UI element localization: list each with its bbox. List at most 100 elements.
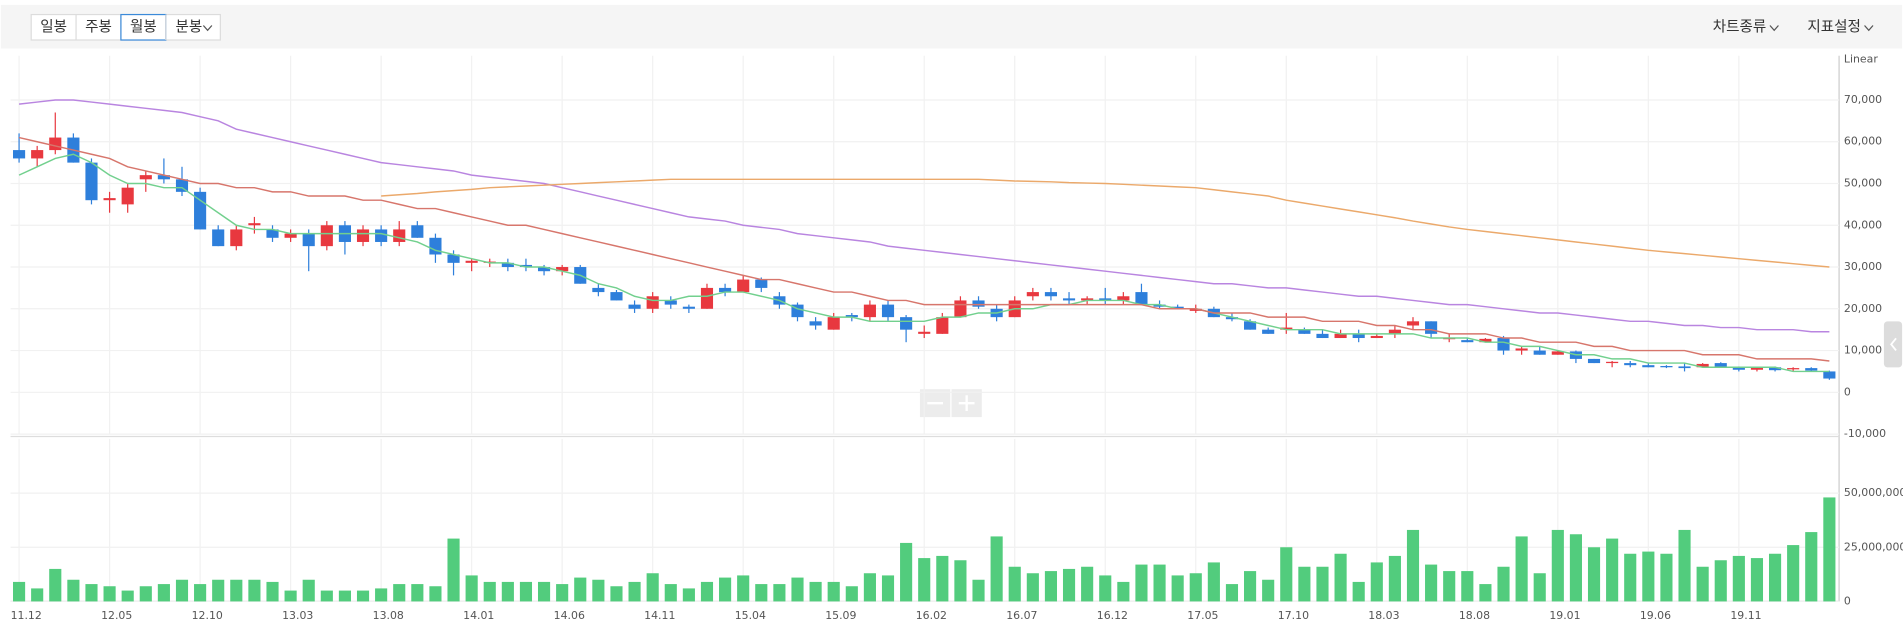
chevron-left: [1890, 337, 1897, 351]
volume-bar: [1352, 581, 1365, 602]
volume-bar: [1280, 547, 1293, 602]
candle-body: [827, 317, 840, 330]
candle-body: [737, 279, 750, 293]
candle-body: [719, 287, 732, 293]
candle-body: [1787, 368, 1800, 370]
volume-bar: [990, 536, 1003, 602]
chevron-down: [1769, 25, 1779, 32]
volume-bar: [447, 538, 460, 602]
volume-bar: [1425, 564, 1438, 602]
candle-body: [1823, 371, 1836, 379]
y-tick-label: -10,000: [1844, 427, 1886, 440]
toolbar-menu[interactable]: 차트종류: [1713, 18, 1767, 35]
volume-bar: [1732, 555, 1745, 602]
candle-body: [1316, 333, 1329, 339]
x-tick-label: 17.10: [1278, 609, 1309, 622]
candle-body: [1153, 304, 1166, 307]
y-tick-label: 10,000: [1844, 344, 1882, 357]
scale-label: Linear: [1844, 52, 1878, 65]
candle-body: [900, 317, 913, 330]
candle-body: [592, 287, 605, 293]
candle-body: [954, 300, 967, 318]
candle-body: [447, 254, 460, 263]
volume-bar: [1461, 571, 1474, 602]
volume-bar: [592, 579, 605, 602]
volume-bar: [266, 581, 279, 602]
x-tick-label: 13.03: [282, 609, 313, 622]
candle-body: [1081, 298, 1094, 301]
candle-body: [1298, 329, 1311, 334]
candle-body: [157, 175, 170, 180]
volume-bar: [1244, 571, 1257, 602]
volume-bar: [1714, 560, 1727, 602]
candle-body: [320, 225, 333, 247]
candle-body: [1280, 327, 1293, 330]
volume-bar: [1044, 571, 1058, 602]
volume-bar: [1696, 566, 1709, 602]
candle-body: [682, 306, 695, 309]
candle-body: [411, 225, 424, 238]
volume-bar: [212, 579, 225, 602]
toolbar-menu[interactable]: 지표설정: [1807, 18, 1861, 35]
volume-bar: [574, 577, 587, 602]
volume-bar: [1805, 532, 1818, 602]
y-tick-label: 40,000: [1844, 218, 1882, 231]
volume-bar: [175, 579, 189, 602]
side-panel-toggle[interactable]: [1883, 321, 1903, 368]
candle-body: [610, 292, 623, 301]
candle-body: [809, 321, 822, 326]
volume-bar: [1008, 566, 1021, 602]
x-tick-label: 19.11: [1730, 609, 1761, 622]
period-tab[interactable]: 일봉: [40, 18, 67, 35]
candle-body: [49, 137, 62, 151]
period-tab[interactable]: 주봉: [85, 18, 112, 35]
x-tick-label: 14.06: [554, 609, 585, 622]
x-tick-label: 15.09: [825, 609, 856, 622]
volume-bar: [194, 584, 207, 602]
volume-bar: [1370, 562, 1383, 602]
zoom-controls: [919, 389, 982, 418]
candle-body: [302, 233, 315, 247]
volume-bar: [1551, 529, 1564, 602]
volume-bar: [1388, 555, 1401, 602]
volume-bar: [1135, 564, 1148, 602]
side-tab[interactable]: [1883, 321, 1903, 368]
candle-body: [1732, 367, 1745, 370]
volume-bar: [375, 588, 388, 602]
candle-body: [356, 229, 370, 242]
volume-bar: [519, 581, 533, 602]
volume-bar: [1624, 553, 1637, 602]
volume-bar: [1298, 566, 1311, 602]
period-tab[interactable]: 분봉: [175, 18, 202, 35]
volume-bar: [31, 588, 44, 602]
x-tick-label: 16.12: [1097, 609, 1128, 622]
y-tick-label: 70,000: [1844, 93, 1882, 106]
candle-body: [1515, 348, 1528, 351]
candle-body: [1262, 329, 1275, 334]
volume-bar: [1225, 584, 1239, 602]
volume-bar: [1171, 575, 1184, 602]
y-tick-label: 0: [1844, 594, 1851, 607]
candle-body: [1696, 363, 1709, 368]
candle-body: [1352, 333, 1365, 339]
candle-body: [175, 179, 189, 192]
volume-bar: [610, 586, 623, 602]
volume-bar: [103, 586, 116, 602]
volume-bar: [1497, 566, 1510, 602]
volume-bar: [664, 584, 677, 602]
x-tick-label: 18.03: [1368, 609, 1399, 622]
candle-body: [1587, 358, 1601, 364]
volume-bar: [1479, 584, 1492, 602]
x-tick-label: 16.02: [916, 609, 947, 622]
period-tab[interactable]: 월봉: [130, 18, 157, 35]
candle-body: [1171, 306, 1184, 309]
volume-bar: [900, 542, 913, 602]
volume-bar: [1334, 553, 1347, 602]
candle-body: [936, 317, 949, 334]
x-tick-label: 19.06: [1640, 609, 1671, 622]
candle-body: [1425, 321, 1438, 334]
candle-body: [1062, 298, 1076, 301]
x-tick-label: 14.11: [644, 609, 675, 622]
